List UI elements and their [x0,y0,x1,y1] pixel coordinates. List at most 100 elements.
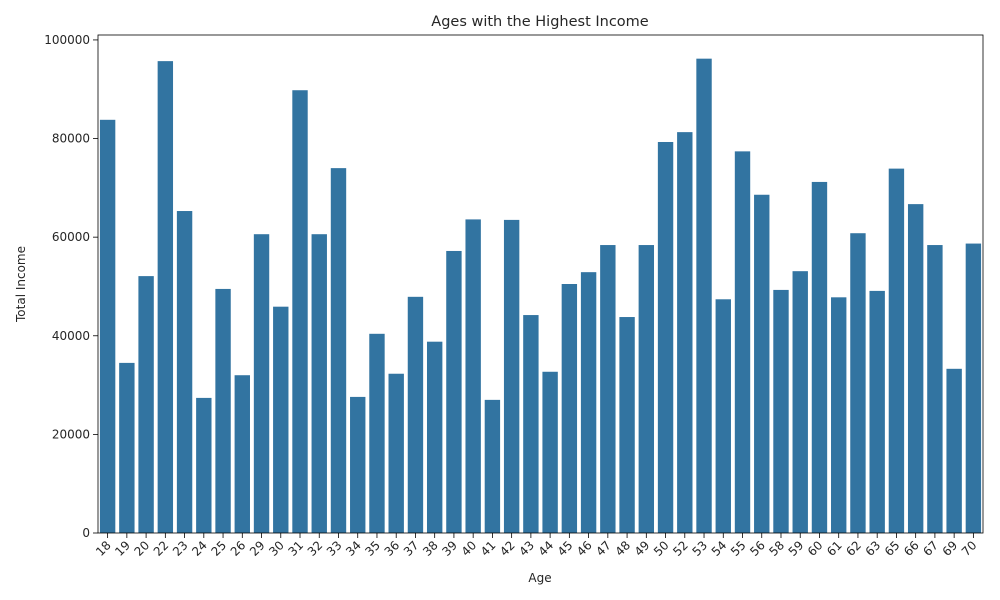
x-tick-label: 60 [805,538,826,559]
bars [99,58,982,534]
x-tick-label: 43 [516,538,537,559]
bar-age-34 [350,396,366,533]
x-tick-label: 44 [536,538,557,559]
x-tick-label: 53 [689,538,710,559]
x-tick-label: 45 [555,538,576,559]
y-tick-label: 60000 [52,230,90,244]
y-tick-label: 80000 [52,132,90,146]
x-tick-label: 62 [843,538,864,559]
bar-age-22 [157,61,174,534]
bar-age-19 [119,362,135,533]
bar-age-55 [734,151,751,533]
y-tick-label: 0 [82,526,90,540]
x-tick-label: 69 [940,538,961,559]
bar-age-46 [580,272,597,533]
x-tick-label: 47 [593,538,614,559]
x-tick-label: 42 [497,538,518,559]
bar-age-53 [696,58,712,533]
x-tick-label: 33 [324,538,345,559]
y-axis: 0 20000 40000 60000 80000 100000 [44,33,98,540]
x-tick-label: 46 [574,538,595,559]
x-tick-label: 52 [670,538,691,559]
bar-age-63 [869,290,885,533]
x-tick-label: 56 [747,538,768,559]
x-tick-label: 48 [612,538,633,559]
x-axis-label: Age [528,571,551,585]
bar-age-50 [657,141,674,533]
x-tick-label: 70 [959,538,980,559]
bar-age-39 [446,250,462,533]
x-tick-label: 40 [459,538,480,559]
x-tick-label: 37 [401,538,422,559]
bar-age-62 [850,233,866,533]
bar-age-43 [523,315,539,533]
bar-age-33 [330,168,347,533]
bar-age-66 [907,204,924,533]
x-tick-label: 63 [863,538,884,559]
bar-age-59 [792,271,808,533]
bar-age-45 [561,284,578,533]
x-tick-label: 23 [170,538,191,559]
bar-age-36 [388,373,404,533]
x-tick-label: 59 [786,538,807,559]
bar-age-18 [99,119,116,533]
bar-age-70 [965,243,982,534]
bar-age-56 [754,194,770,533]
y-tick-label: 40000 [52,329,90,343]
bar-age-48 [619,317,635,533]
bar-age-47 [600,245,616,533]
bar-age-35 [369,333,385,533]
bar-age-31 [292,90,308,534]
x-tick-label: 34 [343,538,364,559]
x-tick-label: 61 [824,538,845,559]
bar-age-60 [811,181,828,534]
bar-age-26 [234,375,250,533]
x-tick-label: 39 [439,538,460,559]
x-axis: 1819202223242526293031323334353637383940… [93,533,980,559]
bar-age-54 [715,299,731,533]
x-tick-label: 36 [382,538,403,559]
x-tick-label: 55 [728,538,749,559]
bar-age-69 [946,368,962,533]
x-tick-label: 31 [285,538,306,559]
bar-age-32 [311,234,327,533]
y-axis-label: Total Income [14,246,28,323]
bar-age-20 [138,276,154,533]
x-tick-label: 38 [420,538,441,559]
bar-age-37 [407,296,424,533]
x-tick-label: 65 [882,538,903,559]
y-tick-label: 100000 [44,33,90,47]
bar-age-41 [484,399,501,533]
x-tick-label: 25 [208,538,229,559]
bar-age-58 [773,289,789,533]
x-tick-label: 20 [132,538,153,559]
x-tick-label: 67 [920,538,941,559]
x-tick-label: 30 [266,538,287,559]
bar-age-52 [677,132,693,534]
bar-age-61 [831,297,847,533]
x-tick-label: 54 [709,538,730,559]
x-tick-label: 26 [228,538,249,559]
x-tick-label: 22 [151,538,172,559]
x-tick-label: 29 [247,538,268,559]
bar-age-67 [927,245,943,533]
bar-age-42 [503,219,520,533]
x-tick-label: 32 [305,538,326,559]
plot-frame [97,34,984,534]
chart-title: Ages with the Highest Income [431,14,649,30]
x-tick-label: 50 [651,538,672,559]
x-tick-label: 18 [93,538,114,559]
y-tick-label: 20000 [52,427,90,441]
bar-age-65 [888,168,905,534]
x-tick-label: 19 [112,538,133,559]
x-tick-label: 24 [189,538,210,559]
bar-age-24 [196,397,212,533]
x-tick-label: 41 [478,538,499,559]
x-tick-label: 58 [766,538,787,559]
x-tick-label: 35 [362,538,383,559]
bar-age-49 [638,245,655,533]
x-tick-label: 49 [632,538,653,559]
bar-age-40 [465,219,481,534]
bar-age-25 [215,288,231,533]
